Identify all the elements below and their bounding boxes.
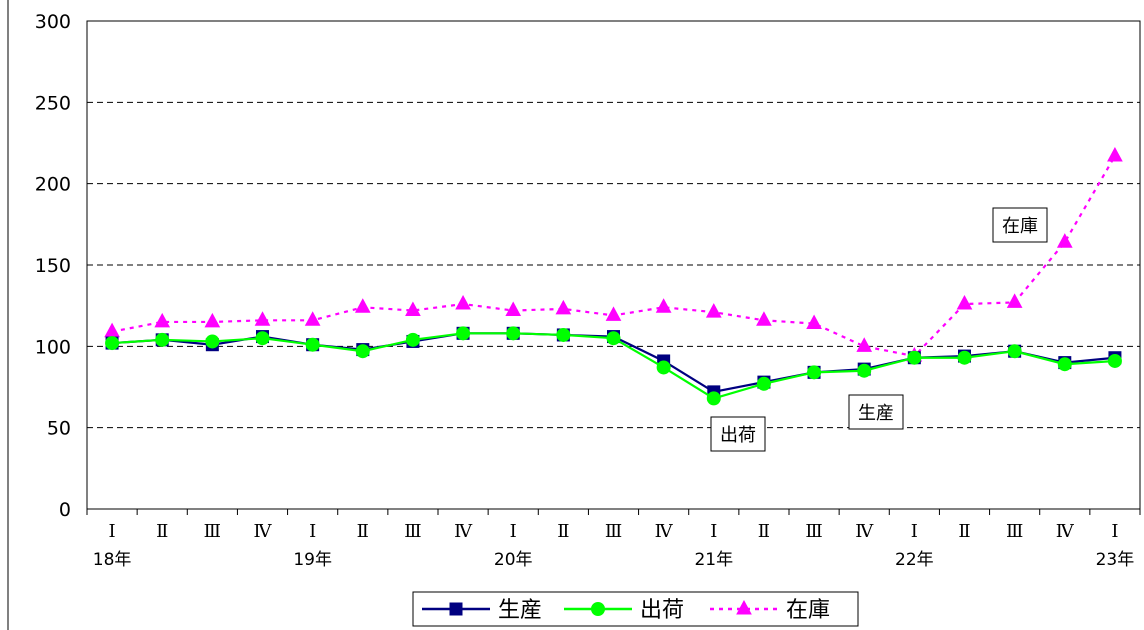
x-tick-label: Ⅰ (710, 521, 717, 542)
x-tick-label: Ⅲ (404, 521, 421, 542)
data-point (255, 331, 270, 346)
x-tick-label: Ⅱ (758, 521, 770, 542)
x-year-label: 22年 (895, 550, 934, 570)
x-tick-label: Ⅰ (1111, 521, 1118, 542)
x-year-label: 20年 (494, 550, 533, 570)
data-point (254, 311, 271, 326)
x-tick-label: Ⅱ (557, 521, 569, 542)
x-tick-label: Ⅰ (911, 521, 918, 542)
data-point (556, 327, 571, 342)
data-point (405, 301, 421, 317)
data-point (1107, 146, 1123, 162)
annotation-box (848, 394, 904, 430)
data-point (655, 298, 672, 313)
data-point (957, 350, 972, 365)
data-point (104, 322, 120, 338)
legend-label: 在庫 (786, 598, 830, 623)
data-point (1007, 344, 1022, 359)
data-point (1107, 353, 1122, 368)
data-point (605, 306, 622, 321)
data-point (907, 350, 922, 365)
x-tick-label: Ⅰ (109, 521, 116, 542)
y-tick-label: 100 (35, 336, 71, 358)
x-year-label: 19年 (293, 550, 332, 570)
data-point (706, 391, 721, 406)
data-point (756, 311, 772, 326)
x-year-label: 18年 (93, 550, 132, 570)
data-point (354, 298, 371, 313)
data-point (1056, 233, 1073, 248)
x-tick-label: Ⅳ (855, 521, 874, 542)
data-point (305, 337, 320, 352)
data-point (956, 294, 973, 310)
data-point (705, 303, 722, 318)
data-point (205, 334, 220, 349)
y-tick-label: 300 (35, 11, 71, 33)
annotation-box (710, 416, 766, 452)
x-tick-label: Ⅲ (805, 521, 822, 542)
y-tick-label: 150 (35, 255, 71, 277)
legend-label: 生産 (498, 598, 542, 623)
legend-marker (449, 602, 463, 616)
x-tick-label: Ⅰ (309, 521, 316, 542)
data-point (355, 344, 370, 359)
x-tick-label: Ⅳ (454, 521, 473, 542)
data-point (606, 331, 621, 346)
y-tick-label: 250 (35, 92, 71, 114)
data-point (455, 294, 471, 310)
data-point (856, 337, 873, 352)
data-point (204, 312, 221, 328)
data-point (1006, 293, 1023, 308)
data-point (154, 312, 171, 328)
series-line (111, 155, 1116, 358)
x-tick-label: Ⅲ (1006, 521, 1023, 542)
data-point (656, 360, 671, 375)
x-tick-label: Ⅳ (254, 521, 273, 542)
x-tick-label: Ⅳ (1056, 521, 1075, 542)
data-point (806, 314, 822, 330)
x-tick-label: Ⅱ (357, 521, 369, 542)
x-tick-label: Ⅰ (510, 521, 517, 542)
data-point (456, 326, 471, 341)
x-year-label: 23年 (1096, 550, 1135, 570)
data-point (1057, 357, 1072, 372)
y-tick-label: 0 (59, 499, 71, 521)
x-tick-label: Ⅳ (655, 521, 674, 542)
data-point (506, 326, 521, 341)
y-tick-label: 200 (35, 174, 71, 196)
x-tick-label: Ⅱ (958, 521, 970, 542)
data-point (555, 299, 572, 315)
annotation-label: 生産 (858, 403, 894, 424)
data-point (105, 336, 120, 351)
data-point (405, 332, 420, 347)
data-point (857, 363, 872, 378)
legend-label: 出荷 (640, 598, 684, 623)
x-year-label: 21年 (694, 550, 733, 570)
x-tick-label: Ⅲ (605, 521, 622, 542)
y-tick-label: 50 (47, 418, 71, 440)
annotation-box (992, 207, 1048, 243)
data-point (304, 311, 321, 326)
data-point (756, 376, 771, 391)
data-point (807, 365, 822, 380)
data-point (155, 332, 170, 347)
annotation-label: 在庫 (1002, 216, 1038, 237)
x-tick-label: Ⅱ (156, 521, 168, 542)
x-tick-label: Ⅲ (204, 521, 221, 542)
legend-marker (591, 602, 605, 616)
legend-marker (736, 599, 752, 615)
annotation-label: 出荷 (720, 425, 756, 446)
data-point (505, 301, 522, 317)
